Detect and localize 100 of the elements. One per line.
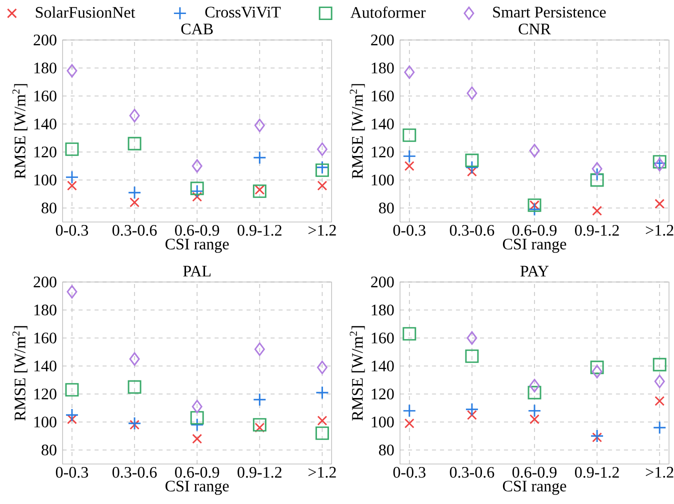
y-tick-label: 160 bbox=[34, 90, 56, 102]
x-tick-label: 0-0.3 bbox=[56, 466, 88, 478]
x-tick-label: 0.3-0.6 bbox=[112, 466, 157, 478]
point bbox=[465, 349, 479, 363]
point bbox=[466, 331, 478, 345]
point bbox=[192, 434, 202, 444]
point bbox=[402, 128, 416, 142]
x-tick-label: 0-0.3 bbox=[393, 224, 426, 236]
point bbox=[128, 380, 142, 394]
point bbox=[130, 197, 140, 208]
point bbox=[592, 432, 602, 442]
x-tick-label: 0.3-0.6 bbox=[450, 224, 494, 236]
point bbox=[590, 168, 604, 182]
point bbox=[190, 418, 204, 432]
point bbox=[466, 86, 478, 100]
point bbox=[67, 180, 77, 191]
y-tick-label: 120 bbox=[372, 388, 394, 400]
point bbox=[129, 352, 140, 366]
legend-label: Autoformer bbox=[350, 6, 426, 18]
point bbox=[654, 374, 665, 388]
x-tick-label: 0.6-0.9 bbox=[175, 224, 220, 236]
legend-label: Smart Persistence bbox=[493, 6, 606, 18]
point bbox=[190, 184, 204, 198]
point bbox=[128, 186, 142, 200]
point bbox=[252, 418, 266, 432]
y-axis-title: RMSE [W/m$^{2}$] bbox=[12, 84, 28, 179]
x-tick-label: >1.2 bbox=[646, 224, 674, 236]
chart-title: CAB bbox=[181, 24, 213, 34]
point bbox=[592, 364, 602, 378]
point bbox=[130, 420, 140, 430]
point bbox=[67, 414, 77, 424]
y-tick-label: 120 bbox=[34, 388, 56, 400]
point bbox=[654, 396, 665, 406]
point bbox=[530, 414, 540, 424]
y-tick-label: 200 bbox=[371, 34, 394, 46]
point bbox=[252, 392, 266, 406]
point bbox=[65, 170, 79, 184]
y-tick-label: 140 bbox=[372, 118, 394, 130]
y-tick-label: 200 bbox=[34, 34, 56, 46]
point bbox=[315, 160, 329, 174]
x-tick-label: >1.2 bbox=[308, 466, 336, 478]
point bbox=[66, 64, 78, 78]
point bbox=[652, 420, 666, 434]
x-tick-label: >1.2 bbox=[646, 466, 674, 478]
x-tick-label: 0.6-0.9 bbox=[175, 466, 220, 478]
y-tick-label: 140 bbox=[34, 360, 56, 372]
point bbox=[592, 162, 602, 176]
point bbox=[66, 285, 78, 299]
chart-title: CNR bbox=[518, 24, 551, 34]
point bbox=[402, 149, 416, 163]
y-tick-label: 80 bbox=[42, 444, 56, 456]
y-tick-label: 200 bbox=[371, 276, 394, 288]
point bbox=[528, 404, 542, 418]
x-axis-title: CSI range bbox=[502, 480, 566, 495]
y-tick-label: 160 bbox=[372, 90, 394, 102]
point bbox=[592, 206, 602, 216]
y-tick-label: 180 bbox=[372, 304, 394, 316]
point bbox=[315, 163, 329, 177]
point bbox=[529, 378, 540, 392]
x-tick-label: 0.6-0.9 bbox=[512, 224, 557, 236]
y-tick-label: 180 bbox=[34, 62, 56, 74]
y-tick-label: 160 bbox=[34, 332, 56, 344]
y-tick-label: 100 bbox=[34, 416, 56, 428]
point bbox=[192, 400, 202, 414]
point bbox=[404, 161, 414, 171]
y-axis-title: RMSE [W/m$^{2}$] bbox=[12, 326, 28, 421]
x-tick-label: >1.2 bbox=[308, 224, 336, 236]
x-tick-label: 0.9-1.2 bbox=[238, 466, 282, 478]
y-axis-title: RMSE [W/m$^{2}$] bbox=[350, 84, 365, 179]
y-axis-title: RMSE [W/m$^{2}$] bbox=[350, 326, 365, 421]
point bbox=[402, 404, 416, 418]
point bbox=[254, 184, 265, 195]
point bbox=[528, 202, 542, 216]
point bbox=[129, 108, 140, 122]
x-tick-label: 0.3-0.6 bbox=[112, 224, 157, 236]
y-tick-label: 100 bbox=[372, 174, 394, 186]
point bbox=[316, 142, 328, 156]
x-axis-title: CSI range bbox=[166, 480, 229, 495]
chart-title: PAY bbox=[520, 266, 549, 276]
point bbox=[402, 327, 416, 341]
point bbox=[590, 429, 604, 443]
y-tick-label: 200 bbox=[34, 276, 56, 288]
x-tick-label: 0.9-1.2 bbox=[238, 224, 282, 236]
x-axis-title: CSI range bbox=[166, 238, 229, 253]
y-tick-label: 140 bbox=[34, 118, 56, 130]
point bbox=[128, 136, 142, 150]
point bbox=[190, 411, 204, 425]
point bbox=[317, 180, 328, 191]
point bbox=[252, 150, 266, 164]
point bbox=[317, 416, 328, 426]
y-tick-label: 180 bbox=[34, 304, 56, 316]
y-tick-label: 100 bbox=[34, 174, 56, 186]
point bbox=[466, 410, 477, 420]
legend-label: CrossViViT bbox=[205, 6, 281, 18]
point bbox=[529, 144, 540, 158]
point bbox=[192, 159, 202, 173]
point bbox=[465, 154, 479, 168]
point bbox=[528, 386, 542, 400]
y-tick-label: 80 bbox=[379, 444, 394, 456]
point bbox=[465, 402, 479, 416]
